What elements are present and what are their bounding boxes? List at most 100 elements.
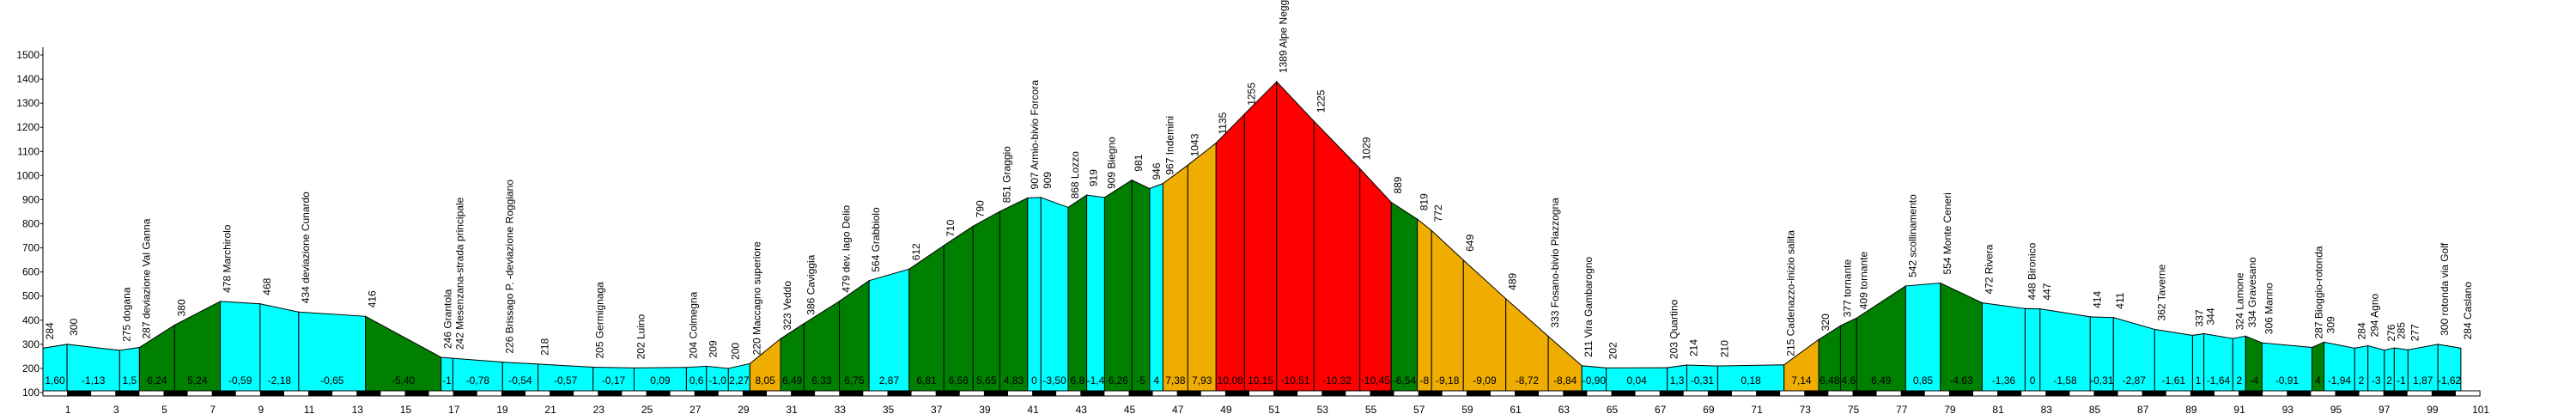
- waypoint-label: 909: [1042, 172, 1054, 189]
- waypoint-label: 202 Luino: [635, 313, 647, 359]
- profile-segment: [1462, 259, 1507, 393]
- waypoint-label: 333 Fosano-bivio Piazzogna: [1549, 198, 1561, 328]
- waypoint-label: 309: [2325, 316, 2337, 333]
- x-tick-label: 85: [2089, 404, 2101, 416]
- profile-segment: [1431, 229, 1464, 393]
- profile-segment: [1067, 194, 1088, 393]
- slope-label: -1,4: [1087, 374, 1105, 387]
- slope-label: -1,13: [82, 374, 106, 387]
- x-tick-label: 17: [448, 404, 460, 416]
- km-strip-block: [1683, 391, 1708, 396]
- km-strip-block: [1539, 391, 1564, 396]
- km-strip-block: [526, 391, 550, 396]
- km-strip-block: [2142, 391, 2166, 396]
- waypoint-label: 226 Brissago P. -deviazione Roggiano: [503, 180, 515, 354]
- x-tick-label: 27: [690, 404, 702, 416]
- km-strip-block: [356, 391, 381, 396]
- slope-label: -3: [2372, 374, 2381, 387]
- waypoint-label: 414: [2091, 291, 2103, 308]
- x-tick-label: 75: [1848, 404, 1860, 416]
- waypoint-label: 1389 Alpe Neggia: [1278, 0, 1290, 73]
- slope-label: 7,38: [1165, 374, 1186, 387]
- slope-label: 0,09: [650, 374, 671, 387]
- km-strip-block: [1973, 391, 1998, 396]
- km-strip-block: [1828, 391, 1853, 396]
- slope-label: -4: [2249, 374, 2258, 387]
- km-strip-block: [1032, 391, 1057, 396]
- slope-label: 0,85: [1913, 374, 1934, 387]
- waypoint-label: 851 Graggio: [1000, 146, 1012, 203]
- profile-segment: [1149, 182, 1163, 393]
- slope-label: -5,40: [392, 374, 416, 387]
- x-tick-label: 41: [1027, 404, 1039, 416]
- km-strip-block: [1659, 391, 1684, 396]
- slope-label: -1,58: [2053, 374, 2077, 387]
- x-tick-label: 43: [1076, 404, 1088, 416]
- x-tick-label: 31: [786, 404, 798, 416]
- km-strip-block: [983, 391, 1008, 396]
- slope-label: 0,18: [1741, 374, 1761, 387]
- km-strip-block: [284, 391, 309, 396]
- slope-label: -0,17: [602, 374, 626, 387]
- waypoint-label: 710: [945, 219, 957, 236]
- waypoint-label: 868 Lozzo: [1069, 151, 1081, 199]
- profile-segment: [908, 244, 945, 393]
- km-strip-block: [1128, 391, 1153, 396]
- slope-label: -4,63: [1949, 374, 1973, 387]
- x-tick-label: 101: [2472, 404, 2489, 416]
- slope-label: 1: [2196, 374, 2202, 387]
- y-tick-label: 1500: [16, 49, 39, 61]
- profile-segment: [999, 197, 1029, 393]
- slope-label: -2,87: [2123, 374, 2147, 387]
- km-strip-block: [1756, 391, 1781, 396]
- waypoint-label: 362 Taverne: [2155, 264, 2167, 320]
- x-tick-label: 53: [1317, 404, 1329, 416]
- km-strip-block: [91, 391, 116, 396]
- x-tick-label: 1: [65, 404, 71, 416]
- slope-label: 6,49: [1871, 374, 1892, 387]
- km-strip-block: [670, 391, 695, 396]
- profile-segment: [943, 225, 974, 393]
- x-tick-label: 3: [113, 404, 119, 416]
- km-strip-block: [1804, 391, 1829, 396]
- axes: 1002003004005006007008009001000110012001…: [16, 47, 2489, 416]
- slope-label: 6,8: [1070, 374, 1084, 387]
- x-tick-label: 23: [593, 404, 605, 416]
- km-strip-block: [428, 391, 453, 396]
- km-strip-block: [115, 391, 140, 396]
- x-tick-label: 29: [738, 404, 750, 416]
- slope-label: -9,18: [1436, 374, 1460, 387]
- x-tick-label: 71: [1751, 404, 1763, 416]
- x-tick-label: 57: [1413, 404, 1425, 416]
- km-strip-block: [1104, 391, 1129, 396]
- x-tick-label: 69: [1703, 404, 1715, 416]
- km-strip-block: [1635, 391, 1660, 396]
- waypoint-label: 1043: [1188, 133, 1200, 156]
- slope-label: 2,27: [729, 374, 750, 387]
- x-tick-label: 39: [979, 404, 991, 416]
- slope-label: -8: [1420, 374, 1430, 387]
- x-tick-label: 35: [883, 404, 895, 416]
- km-strip-block: [2069, 391, 2094, 396]
- slope-label: 5,24: [187, 374, 208, 387]
- waypoint-label: 344: [2205, 307, 2217, 325]
- km-strip-block: [501, 391, 526, 396]
- y-tick-label: 600: [22, 266, 39, 278]
- km-strip-block: [259, 391, 284, 396]
- km-strip-block: [1200, 391, 1225, 396]
- x-tick-label: 99: [2427, 404, 2439, 416]
- waypoint-label: 447: [2041, 283, 2053, 300]
- slope-label: 1,5: [123, 374, 137, 387]
- x-tick-label: 51: [1268, 404, 1280, 416]
- waypoint-label: 294 Agno: [2369, 293, 2381, 337]
- slope-label: 4,83: [1004, 374, 1024, 387]
- km-strip-block: [2431, 391, 2456, 396]
- km-strip-block: [959, 391, 984, 396]
- slope-label: -1,0: [708, 374, 726, 387]
- waypoint-label: 542 scollinamento: [1906, 194, 1918, 277]
- y-tick-label: 800: [22, 218, 39, 230]
- slope-label: 10,08: [1218, 374, 1243, 387]
- x-tick-label: 95: [2330, 404, 2342, 416]
- x-tick-label: 87: [2137, 404, 2149, 416]
